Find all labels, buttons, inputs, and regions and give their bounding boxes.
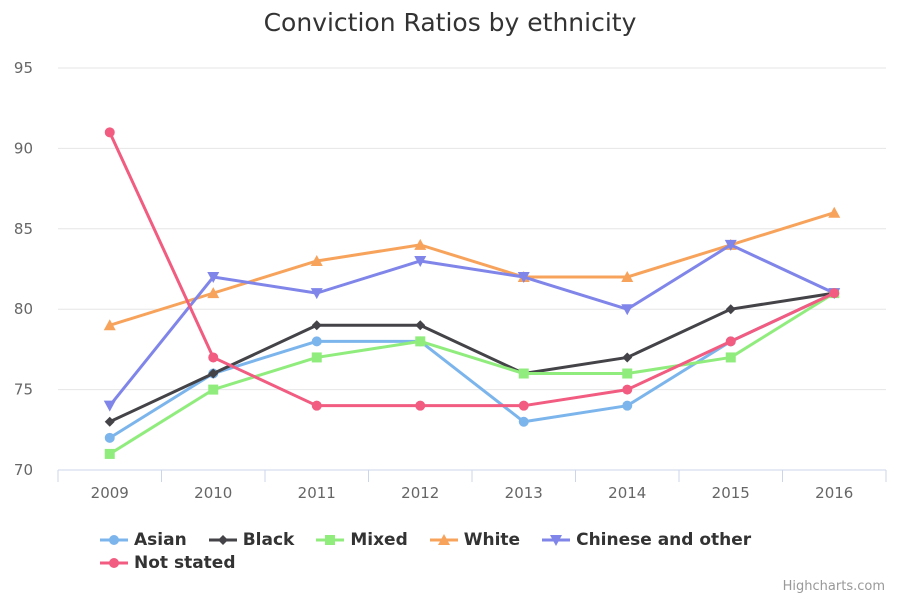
data-point-chinese-and-other[interactable] xyxy=(724,239,737,251)
series-line-asian[interactable] xyxy=(108,291,836,440)
x-tick-label: 2013 xyxy=(505,484,543,502)
legend-marker[interactable] xyxy=(550,535,563,546)
legend-symbol xyxy=(316,535,345,545)
data-point-black[interactable] xyxy=(415,320,426,331)
legend-symbol xyxy=(100,535,128,545)
x-tick-label: 2014 xyxy=(608,484,646,502)
data-point-mixed[interactable] xyxy=(622,368,633,379)
data-point-asian[interactable] xyxy=(311,336,322,347)
x-tick-label: 2015 xyxy=(712,484,750,502)
data-point-not-stated[interactable] xyxy=(415,400,426,411)
legend-item-mixed[interactable]: Mixed xyxy=(316,529,408,551)
data-point-black[interactable] xyxy=(622,352,633,363)
data-point-mixed[interactable] xyxy=(415,336,426,347)
data-point-white[interactable] xyxy=(103,319,116,331)
legend-label: White xyxy=(463,530,521,550)
series-line-white[interactable] xyxy=(108,211,836,327)
y-tick-label: 90 xyxy=(14,139,33,157)
series-not-stated xyxy=(104,127,840,411)
legend-marker[interactable] xyxy=(437,534,450,545)
x-tick-label: 2010 xyxy=(194,484,232,502)
legend-marker[interactable] xyxy=(109,558,119,568)
x-tick-label: 2016 xyxy=(815,484,853,502)
data-point-not-stated[interactable] xyxy=(518,400,529,411)
data-point-not-stated[interactable] xyxy=(829,288,840,299)
data-point-not-stated[interactable] xyxy=(208,352,219,363)
legend-item-not-stated[interactable]: Not stated xyxy=(100,552,236,574)
legend-marker[interactable] xyxy=(217,535,228,545)
legend-item-white[interactable]: White xyxy=(429,529,521,551)
series-group xyxy=(103,127,841,459)
y-tick-label: 85 xyxy=(14,220,33,238)
legend-item-asian[interactable]: Asian xyxy=(100,529,187,551)
data-point-chinese-and-other[interactable] xyxy=(517,272,530,284)
data-point-asian[interactable] xyxy=(518,416,529,427)
y-tick-label: 80 xyxy=(14,300,33,318)
credits-link[interactable]: Highcharts.com xyxy=(782,579,885,594)
x-tick-label: 2009 xyxy=(91,484,129,502)
data-point-mixed[interactable] xyxy=(725,352,736,363)
data-point-black[interactable] xyxy=(208,368,219,379)
series-line-not-stated[interactable] xyxy=(108,130,836,408)
y-tick-label: 75 xyxy=(14,381,33,399)
data-point-not-stated[interactable] xyxy=(725,336,736,347)
legend-label: Black xyxy=(242,530,295,550)
series-line-mixed[interactable] xyxy=(108,291,836,456)
chart-title: Conviction Ratios by ethnicity xyxy=(263,8,637,37)
legend-marker[interactable] xyxy=(109,535,119,545)
data-point-asian[interactable] xyxy=(622,400,633,411)
series-mixed xyxy=(104,288,840,459)
legend-marker[interactable] xyxy=(325,535,336,545)
data-point-mixed[interactable] xyxy=(518,368,529,379)
data-point-mixed[interactable] xyxy=(208,384,219,395)
data-point-mixed[interactable] xyxy=(104,448,115,459)
data-point-not-stated[interactable] xyxy=(104,127,115,138)
data-point-white[interactable] xyxy=(621,271,634,283)
legend-item-black[interactable]: Black xyxy=(208,529,295,551)
x-tick-label: 2011 xyxy=(298,484,336,502)
y-axis: 70 75 80 85 90 95 xyxy=(14,59,33,479)
legend-item-chinese-and-other[interactable]: Chinese and other xyxy=(542,529,751,551)
x-tick-label: 2012 xyxy=(401,484,439,502)
legend-symbol xyxy=(429,534,458,545)
data-point-white[interactable] xyxy=(207,287,220,299)
data-point-white[interactable] xyxy=(414,238,427,250)
data-point-chinese-and-other[interactable] xyxy=(207,272,220,284)
legend-symbol xyxy=(100,558,128,568)
legend: Asian Black Mixed White Chinese and other Not… xyxy=(100,529,820,575)
grid-lines xyxy=(58,67,886,391)
y-tick-label: 70 xyxy=(14,461,33,479)
data-point-chinese-and-other[interactable] xyxy=(103,400,116,412)
legend-symbol xyxy=(542,535,571,546)
data-point-chinese-and-other[interactable] xyxy=(414,255,427,267)
data-point-chinese-and-other[interactable] xyxy=(621,304,634,316)
legend-label: Asian xyxy=(134,530,187,550)
legend-label: Mixed xyxy=(350,530,408,550)
data-point-not-stated[interactable] xyxy=(311,400,322,411)
data-point-white[interactable] xyxy=(310,254,323,266)
data-point-not-stated[interactable] xyxy=(622,384,633,395)
data-point-chinese-and-other[interactable] xyxy=(310,288,323,300)
data-point-mixed[interactable] xyxy=(311,352,322,363)
legend-label: Not stated xyxy=(134,553,236,573)
data-point-black[interactable] xyxy=(104,416,115,427)
x-axis: 2009 2010 2011 2012 2013 2014 2015 2016 xyxy=(57,469,887,502)
data-point-white[interactable] xyxy=(828,206,841,218)
legend-symbol xyxy=(208,535,237,545)
legend-label: Chinese and other xyxy=(576,530,752,550)
data-point-black[interactable] xyxy=(311,320,322,331)
data-point-asian[interactable] xyxy=(104,432,115,443)
series-line-chinese-and-other[interactable] xyxy=(108,243,836,408)
data-point-black[interactable] xyxy=(725,304,736,315)
y-tick-label: 95 xyxy=(14,59,33,77)
